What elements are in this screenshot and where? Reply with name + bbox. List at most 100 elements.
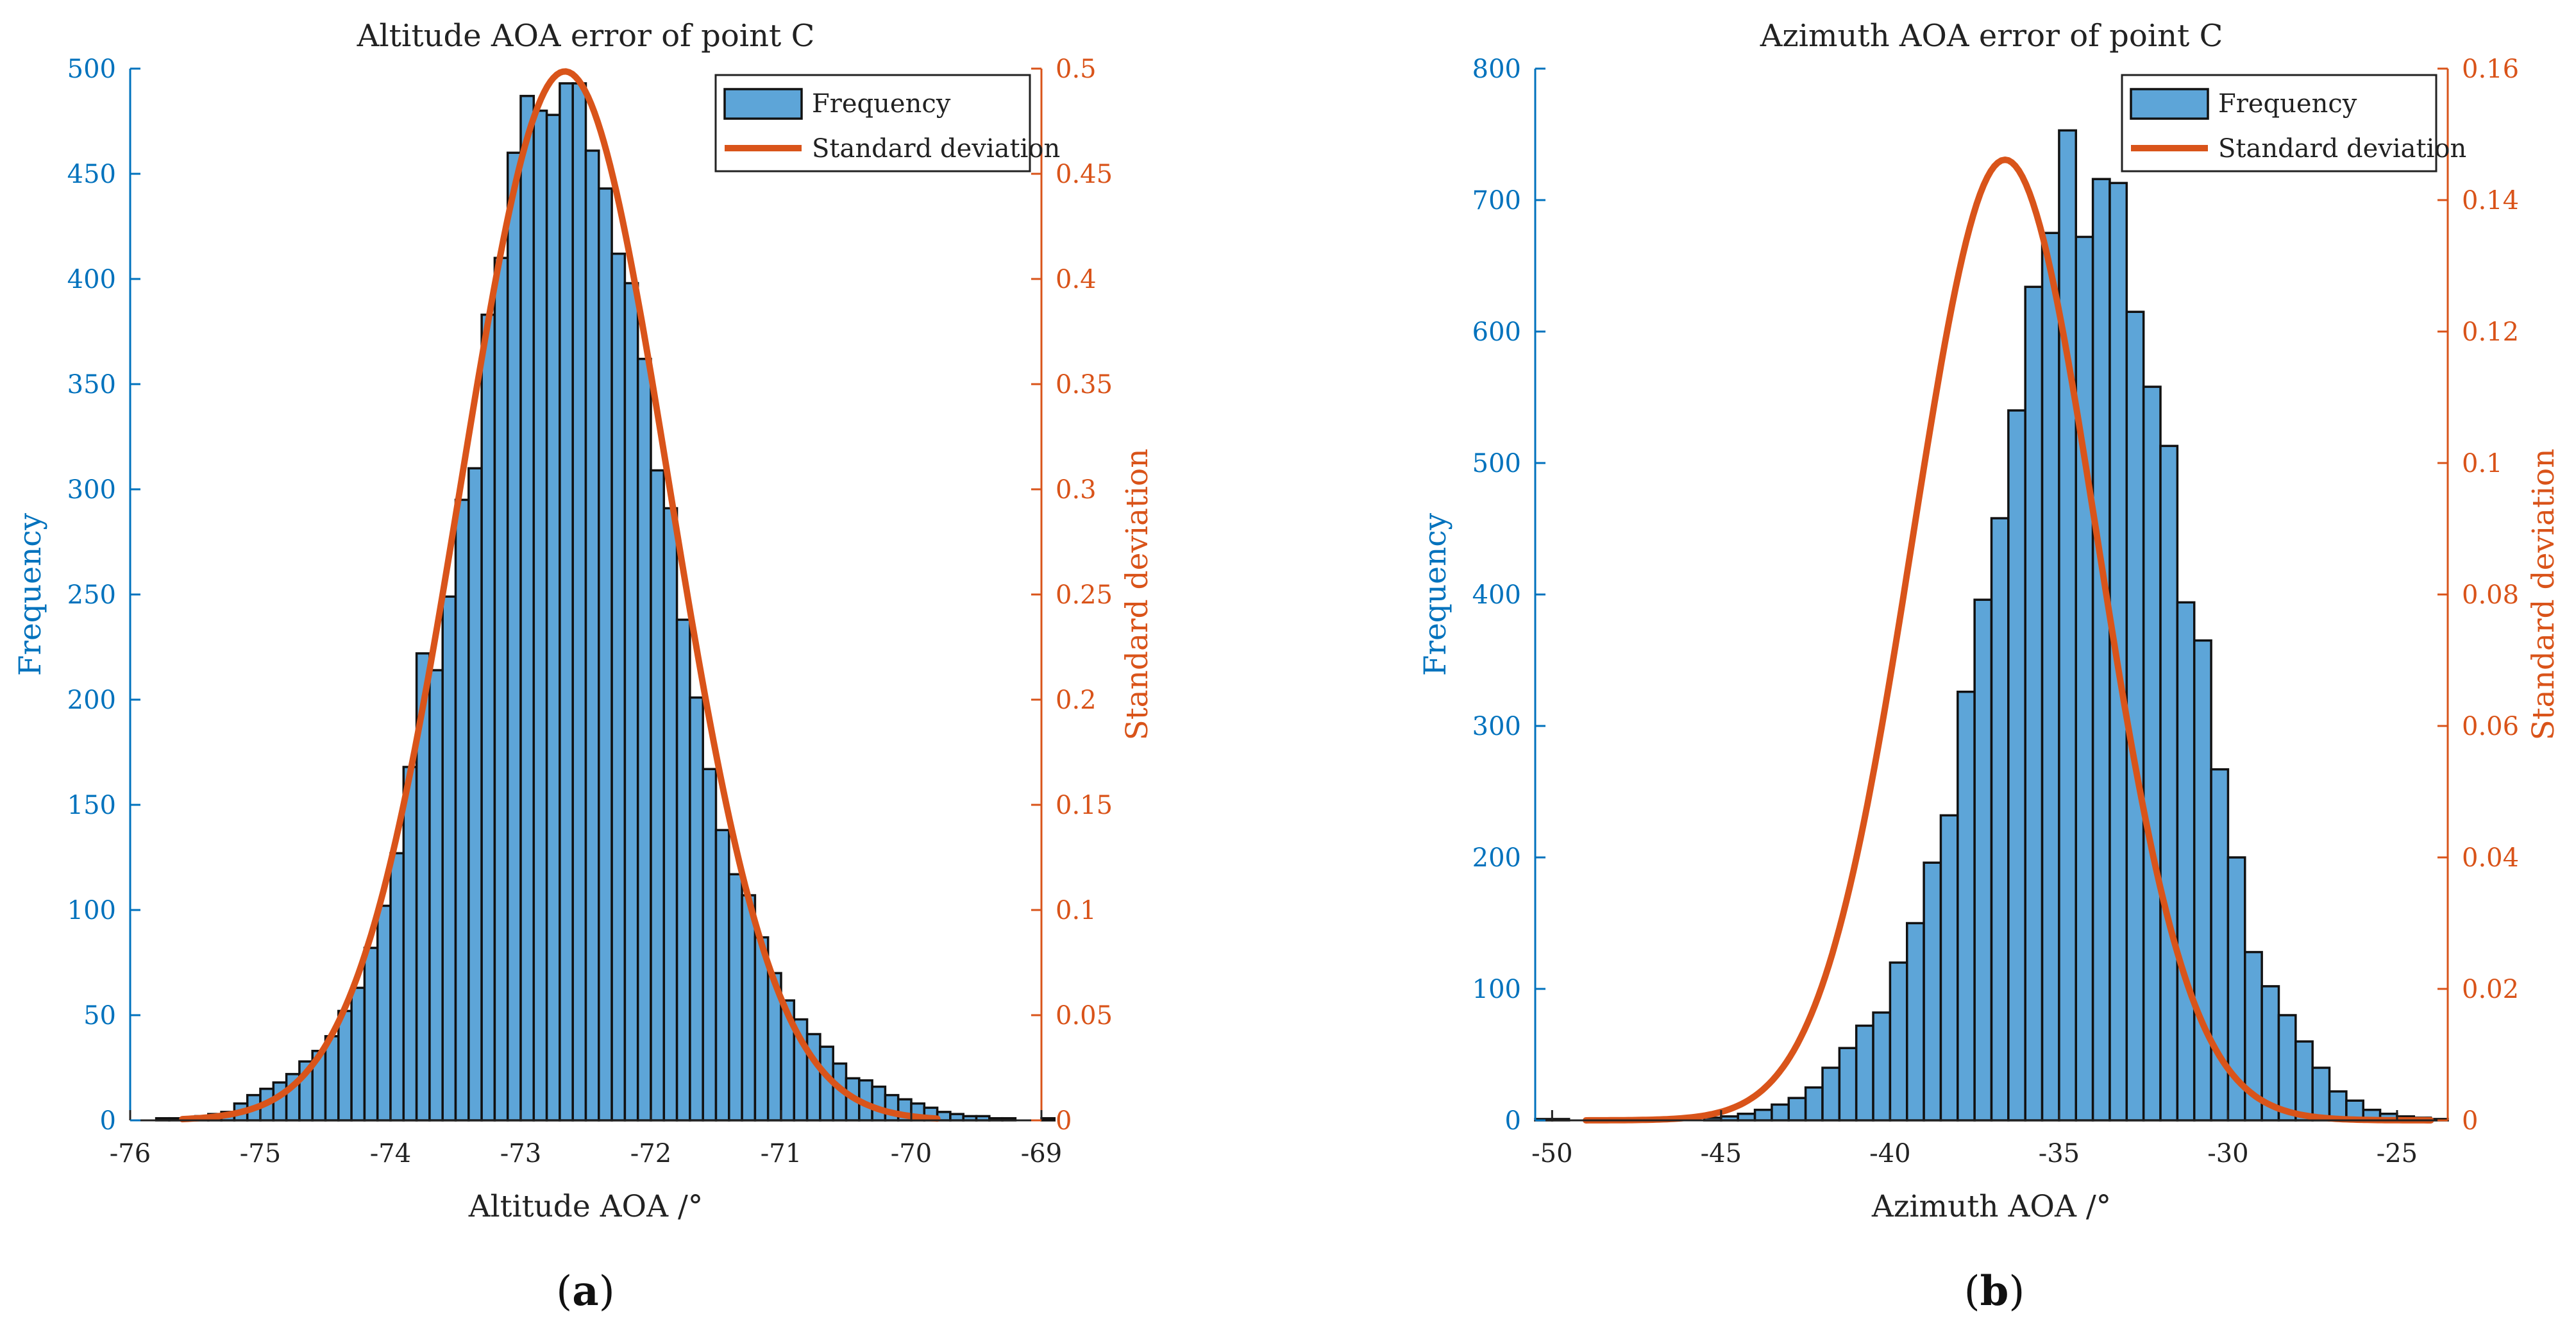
panel-a-histogram-bar — [363, 947, 379, 1122]
panel-b-left-y-tick-label: 100 — [1472, 975, 1521, 1004]
panel-a-histogram-bar — [650, 469, 666, 1122]
panel-a-histogram-bar — [714, 829, 730, 1122]
panel-a-histogram-bar — [571, 82, 587, 1122]
panel-b-histogram-bar — [2176, 601, 2196, 1122]
panel-b-histogram-bar — [1973, 598, 1993, 1122]
panel-b-histogram-bar — [2024, 285, 2044, 1122]
panel-a-x-axis-label: Altitude AOA /° — [468, 1189, 703, 1224]
panel-b-histogram-bar — [2277, 1014, 2297, 1122]
panel-b-histogram-bar — [1737, 1113, 1756, 1122]
panel-a-left-y-tick-label: 400 — [67, 265, 116, 294]
panel-b-x-tick-label: -30 — [2207, 1139, 2248, 1168]
panel-a-right-y-tick-label: 0.5 — [1056, 55, 1097, 84]
panel-b-legend-label-frequency: Frequency — [2218, 89, 2357, 119]
panel-b-left-y-tick-label: 700 — [1472, 186, 1521, 215]
panel-a-left-y-tick-label: 50 — [83, 1001, 116, 1031]
panel-b-right-y-tick-label: 0.04 — [2462, 843, 2519, 873]
panel-a-histogram-bar — [702, 768, 718, 1122]
panel-a-legend-label-frequency: Frequency — [812, 89, 951, 119]
panel-b-histogram-bar — [2007, 409, 2026, 1122]
panel-a-right-y-tick-label: 0.05 — [1056, 1001, 1113, 1031]
panel-b-histogram-bar — [2311, 1066, 2331, 1122]
panel-b-legend-bar-swatch — [2130, 88, 2209, 120]
panel-a-histogram-bar — [441, 595, 457, 1122]
panel-b-panel-label: (b) — [1964, 1267, 2025, 1315]
panel-a-right-y-tick-label: 0.35 — [1056, 370, 1113, 400]
panel-a-histogram-bar — [493, 257, 509, 1122]
panel-a-left-y-tick-label: 100 — [67, 896, 116, 925]
panel-b-legend-label-std-deviation: Standard deviation — [2218, 134, 2466, 164]
panel-b-x-tick-label: -50 — [1531, 1139, 1572, 1168]
panel-a-right-y-axis-label: Standard deviation — [1120, 449, 1155, 741]
panel-b-left-y-tick-label: 0 — [1505, 1106, 1521, 1136]
panel-b-histogram-bar — [2091, 178, 2111, 1122]
panel-b-left-y-tick-label: 800 — [1472, 55, 1521, 84]
panel-a-right-y-tick-label: 0.45 — [1056, 160, 1113, 189]
panel-b-left-y-tick-label: 500 — [1472, 449, 1521, 478]
panel-b-histogram-bar — [2294, 1040, 2314, 1122]
panel-b-right-y-tick-label: 0 — [2462, 1106, 2478, 1136]
panel-a-x-tick-label: -76 — [110, 1139, 151, 1168]
panel-a-x-tick-label: -71 — [761, 1139, 802, 1168]
panel-a-histogram-bar — [623, 282, 639, 1122]
panel-b-right-y-tick-label: 0.08 — [2462, 580, 2519, 610]
panel-b-histogram-bar — [1872, 1011, 1892, 1122]
panel-b-right-y-tick-label: 0.1 — [2462, 449, 2503, 478]
panel-a-histogram-bar — [337, 1009, 353, 1122]
panel-b-x-tick-label: -40 — [1869, 1139, 1910, 1168]
panel-a-histogram-bar — [662, 507, 678, 1122]
panel-b-histogram-bar — [2041, 232, 2060, 1122]
panel-b-left-y-tick-label: 200 — [1472, 843, 1521, 873]
panel-a-histogram-bar — [506, 151, 522, 1122]
panel-b-panel-label-open: ( — [1964, 1268, 1980, 1315]
panel-b-left-y-tick-label: 600 — [1472, 317, 1521, 347]
panel-a-histogram-bar — [584, 149, 600, 1122]
panel-a-legend-bar-swatch — [723, 88, 803, 120]
panel-a-right-y-tick-label: 0.2 — [1056, 686, 1097, 715]
panel-a-histogram-bar — [467, 467, 483, 1122]
panel-b-left-y-axis-label: Frequency — [1418, 512, 1453, 676]
panel-a-right-y-tick-label: 0.25 — [1056, 580, 1113, 610]
panel-a-histogram-bar — [559, 82, 574, 1122]
panel-b-histogram-bar — [2075, 235, 2094, 1122]
panel-a-x-tick-label: -70 — [891, 1139, 932, 1168]
panel-b-right-y-tick-label: 0.14 — [2462, 186, 2519, 215]
panel-b-right-y-tick-label: 0.02 — [2462, 975, 2519, 1004]
panel-b-right-y-tick-label: 0.12 — [2462, 317, 2519, 347]
panel-a-left-y-tick-label: 300 — [67, 475, 116, 505]
panel-b-histogram-bar — [2058, 129, 2078, 1122]
panel-a-x-tick-label: -72 — [630, 1139, 671, 1168]
panel-b-chart-title: Azimuth AOA error of point C — [1760, 18, 2223, 54]
panel-a-panel-label-close: ) — [599, 1268, 615, 1315]
panel-a-histogram-bar — [350, 986, 366, 1122]
panel-a-std-deviation-line — [179, 68, 941, 1123]
panel-a-histogram-bar — [805, 1032, 821, 1122]
panel-b-histogram-bar — [2159, 444, 2179, 1122]
panel-b-histogram-bar — [1838, 1047, 1858, 1122]
panel-a-histogram-bar — [545, 114, 561, 1122]
panel-a-right-y-tick-label: 0 — [1056, 1106, 1072, 1136]
panel-b-histogram-bar — [2142, 385, 2162, 1122]
panel-a-panel-label: (a) — [556, 1267, 614, 1315]
panel-a-x-tick-label: -73 — [500, 1139, 541, 1168]
panel-a-right-y-tick-label: 0.1 — [1056, 896, 1097, 925]
panel-a-left-y-tick-label: 250 — [67, 580, 116, 610]
panel-a-left-y-tick-label: 0 — [100, 1106, 116, 1136]
panel-b-histogram-bar — [1821, 1066, 1841, 1122]
panel-b-panel-label-close: ) — [2008, 1268, 2025, 1315]
panel-b-right-y-tick-label: 0.06 — [2462, 712, 2519, 741]
panel-a-histogram-bar — [389, 852, 405, 1122]
panel-a-right-y-tick-label: 0.15 — [1056, 791, 1113, 820]
panel-a-legend-label-std-deviation: Standard deviation — [812, 134, 1060, 164]
panel-a-x-tick-label: -74 — [370, 1139, 411, 1168]
panel-a-histogram-bar — [610, 252, 627, 1122]
panel-b-histogram-bar — [1990, 517, 2010, 1122]
panel-b-histogram-bar — [1753, 1108, 1773, 1122]
panel-b-histogram-bar — [1804, 1086, 1824, 1122]
panel-a-histogram-bar — [454, 498, 470, 1122]
panel-a-left-y-tick-label: 150 — [67, 791, 116, 820]
panel-a-histogram-bar — [532, 109, 548, 1122]
panel-b-azimuth: -50 -45 -40 -35 -30 -25 0 100 200 300 400 500 600 700… — [1418, 18, 2561, 1315]
panel-a-right-y-tick-label: 0.3 — [1056, 475, 1097, 505]
